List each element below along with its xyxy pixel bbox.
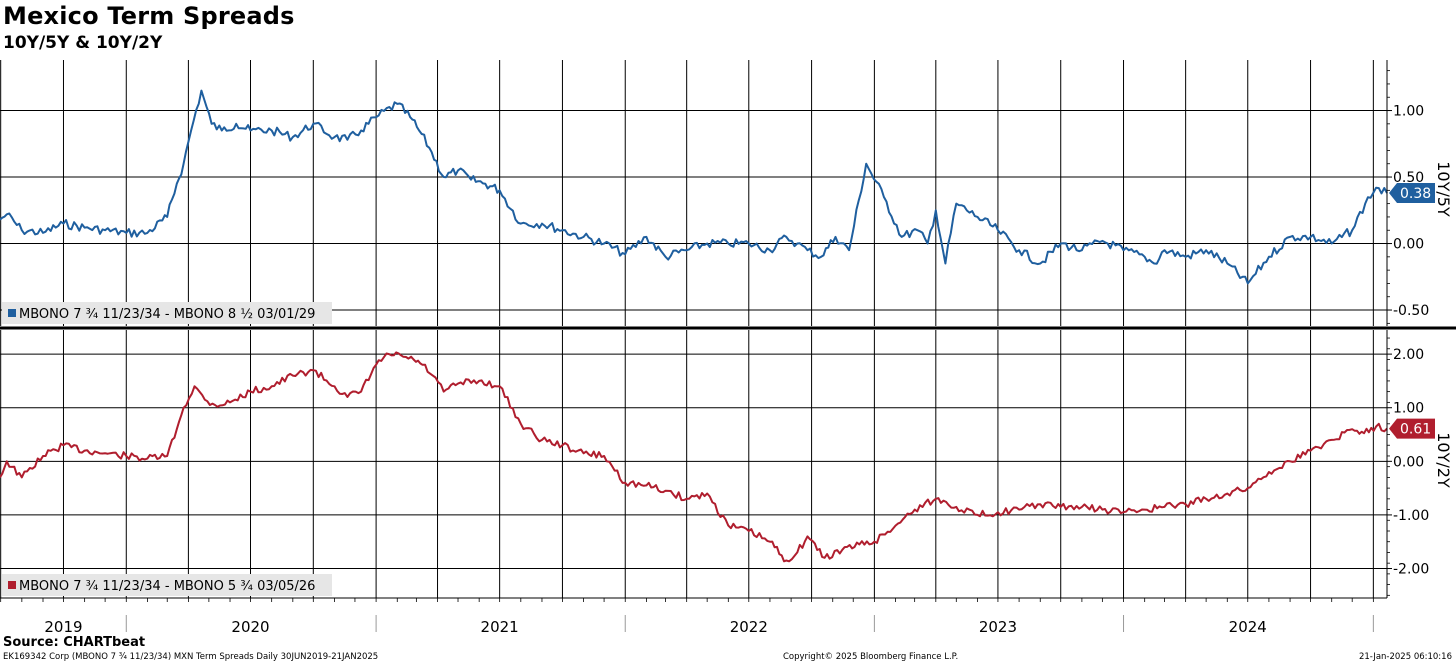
x-year-label: 2023 — [979, 618, 1017, 636]
legend-box — [2, 574, 332, 596]
y-tick-label: 1.00 — [1393, 104, 1424, 120]
y-axis-label: 10Y/5Y — [1434, 161, 1453, 217]
legend-swatch — [8, 581, 16, 589]
y-tick-label: 0.00 — [1393, 237, 1424, 253]
legend-label: MBONO 7 ¾ 11/23/34 - MBONO 5 ¾ 03/05/26 — [19, 579, 315, 594]
chart-title: Mexico Term Spreads — [3, 2, 295, 30]
y-tick-label: 1.00 — [1393, 401, 1424, 417]
x-year-label: 2019 — [44, 618, 82, 636]
y-tick-label: 0.00 — [1393, 454, 1424, 470]
ticker-info: EK169342 Corp (MBONO 7 ¾ 11/23/34) MXN T… — [3, 652, 379, 662]
bottom-panel-grid — [0, 330, 1387, 598]
legend-box — [2, 302, 332, 324]
y-tick-label: 0.50 — [1393, 170, 1424, 186]
last-value-tag — [1389, 183, 1435, 203]
x-year-label: 2022 — [730, 618, 768, 636]
last-value-label: 0.61 — [1400, 422, 1431, 438]
y-tick-label: -0.50 — [1393, 303, 1429, 319]
bottom-panel-plot — [0, 351, 1388, 563]
x-year-label: 2024 — [1229, 618, 1267, 636]
x-year-label: 2021 — [481, 618, 519, 636]
source-label: Source: CHARTbeat — [3, 635, 146, 650]
series-line — [0, 89, 1388, 285]
top-panel-grid — [0, 60, 1387, 326]
y-tick-label: -1.00 — [1393, 508, 1429, 524]
y-tick-label: -2.00 — [1393, 562, 1429, 578]
series-line — [0, 351, 1388, 563]
timestamp: 21-Jan-2025 06:10:16 — [1358, 652, 1452, 662]
y-tick-label: 2.00 — [1393, 347, 1424, 363]
legends: MBONO 7 ¾ 11/23/34 - MBONO 8 ½ 03/01/29 M… — [2, 302, 332, 596]
y-axis-label: 10Y/2Y — [1434, 432, 1453, 488]
legend-swatch — [8, 309, 16, 317]
legend-label: MBONO 7 ¾ 11/23/34 - MBONO 8 ½ 03/01/29 — [19, 307, 315, 322]
last-value-label: 0.38 — [1400, 186, 1431, 202]
top-panel-plot — [0, 89, 1388, 285]
copyright: Copyright© 2025 Bloomberg Finance L.P. — [783, 652, 959, 662]
axes: 1.00 0.50 0.00 -0.50 0.38 10Y/5Y 2.00 1.00 0.00 -… — [0, 60, 1456, 636]
chart-subtitle: 10Y/5Y & 10Y/2Y — [3, 33, 163, 53]
x-year-label: 2020 — [231, 618, 269, 636]
last-value-tag — [1389, 418, 1435, 439]
